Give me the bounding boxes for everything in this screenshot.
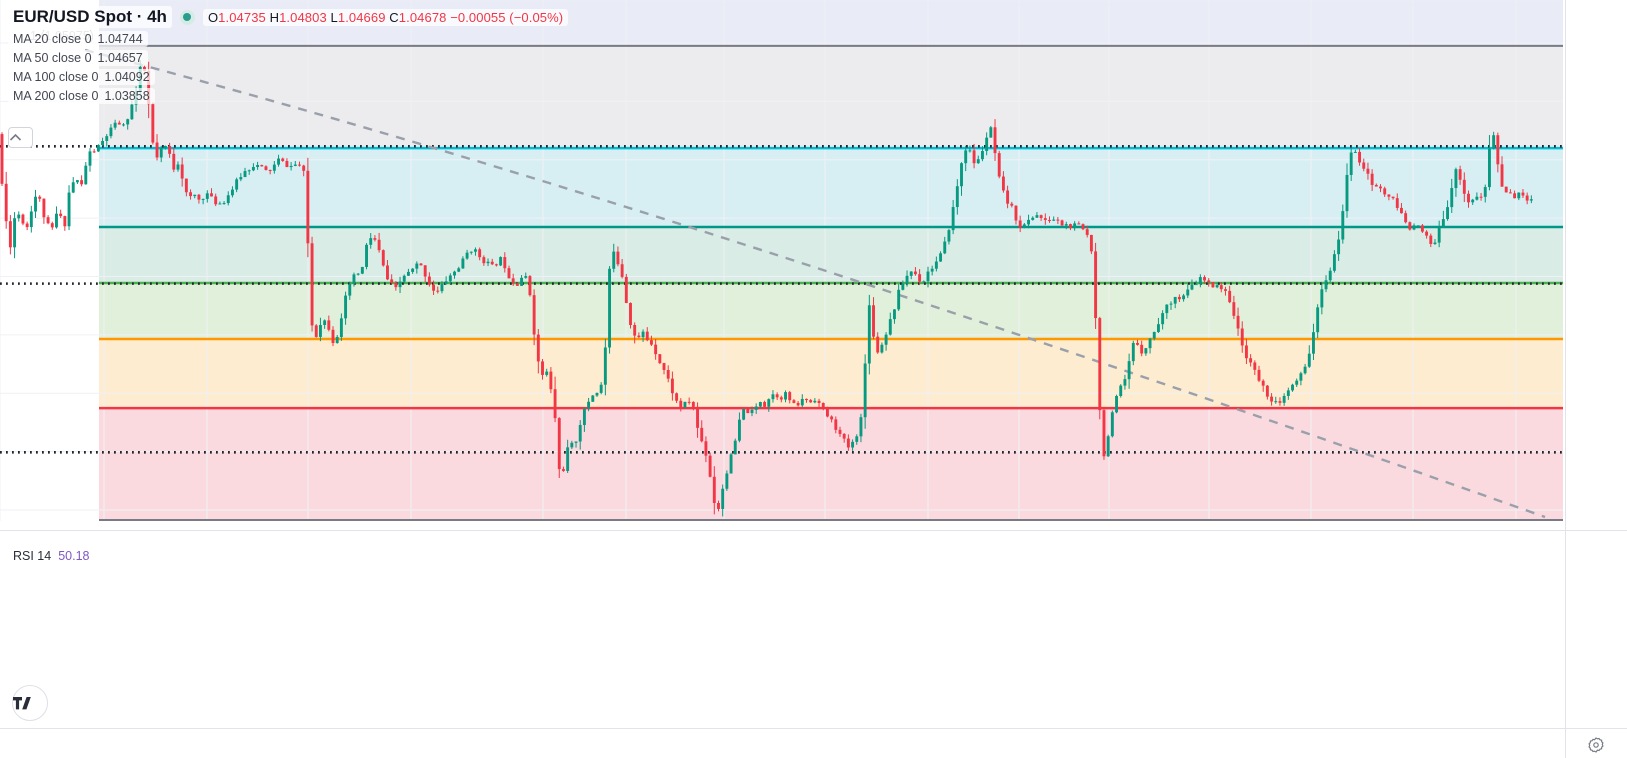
- time-axis-divider: [0, 728, 1627, 729]
- collapse-indicators-button[interactable]: [8, 127, 33, 148]
- tv-logo-glyph: [13, 696, 31, 709]
- ma200-label[interactable]: MA 200 close 0: [13, 89, 99, 103]
- ma200-value: 1.03858: [104, 89, 150, 103]
- candles-layer[interactable]: [0, 60, 1533, 517]
- tradingview-logo[interactable]: [12, 685, 48, 721]
- change-value: −0.00055 (−0.05%): [450, 9, 564, 25]
- ma50-label[interactable]: MA 50 close 0: [13, 51, 92, 65]
- chevron-up-icon: [9, 133, 22, 141]
- data-source-icon[interactable]: [179, 9, 195, 25]
- chart-legend: EUR/USD Spot · 4h O1.04735 H1.04803 L1.0…: [8, 6, 569, 107]
- price-pane[interactable]: [0, 0, 1565, 531]
- fib-bands-layer: [99, 0, 1563, 521]
- ma50-value: 1.04657: [97, 51, 143, 65]
- rsi-legend: RSI 14 50.18: [8, 548, 95, 564]
- ma20-label[interactable]: MA 20 close 0: [13, 32, 92, 46]
- rsi-pane[interactable]: [0, 530, 1565, 728]
- rsi-value: 50.18: [58, 549, 90, 563]
- trendline: [84, 48, 1546, 519]
- symbol-title[interactable]: EUR/USD Spot · 4h: [8, 6, 172, 28]
- key-levels-layer: [0, 145, 1563, 454]
- price-axis-divider: [1565, 0, 1566, 758]
- ma100-label[interactable]: MA 100 close 0: [13, 70, 99, 84]
- pane-divider[interactable]: [0, 530, 1627, 531]
- ma20-value: 1.04744: [97, 32, 143, 46]
- ohlc-values: O1.04735 H1.04803 L1.04669 C1.04678 −0.0…: [202, 8, 569, 26]
- ma100-value: 1.04092: [104, 70, 150, 84]
- rsi-label[interactable]: RSI 14: [13, 549, 52, 563]
